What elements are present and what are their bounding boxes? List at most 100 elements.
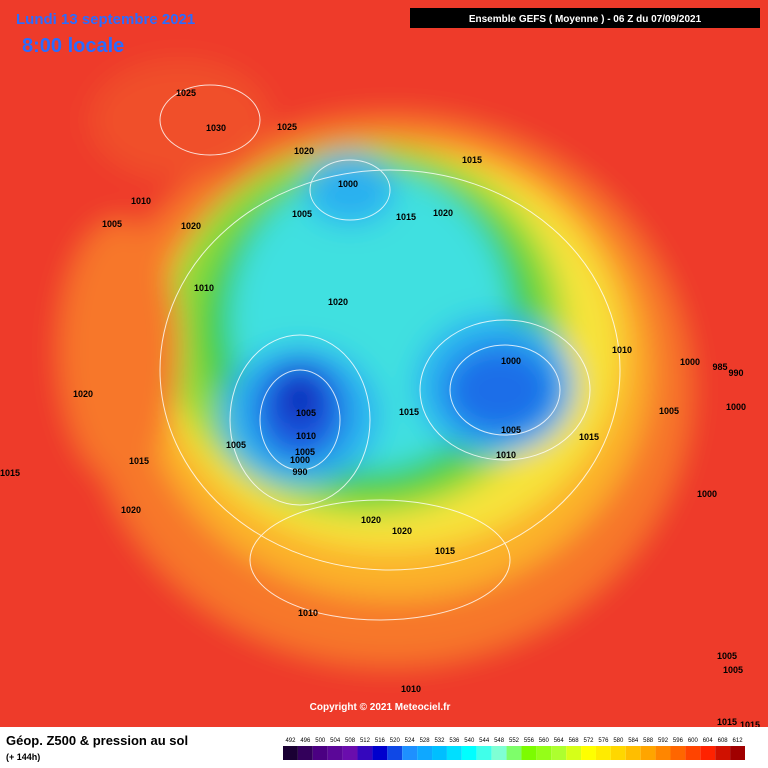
scale-label: 612	[733, 738, 744, 744]
isobar-label: 1030	[206, 123, 226, 133]
scale-swatch	[387, 746, 403, 760]
copyright: Copyright © 2021 Meteociel.fr	[310, 702, 451, 713]
isobar-label: 1010	[496, 450, 516, 460]
scale-swatch	[610, 746, 626, 760]
isobar-label: 1020	[121, 505, 141, 515]
isobar-label: 1020	[73, 389, 93, 399]
scale-label: 596	[673, 738, 684, 744]
scale-swatch	[730, 746, 745, 760]
scale-label: 588	[643, 738, 654, 744]
isobar-label: 1005	[717, 651, 737, 661]
isobar-label: 1005	[296, 408, 316, 418]
isobar-label: 1005	[659, 406, 679, 416]
isobar-label: 990	[292, 467, 307, 477]
isobar-label: 1015	[396, 212, 416, 222]
isobar-label: 1010	[296, 431, 316, 441]
date: Lundi 13 septembre 2021	[16, 11, 195, 28]
isobar-label: 1000	[680, 357, 700, 367]
color-scale: 492 496 500 504 508 512 516 520 524 528 532 536 540 5…	[283, 738, 745, 760]
isobar-label: 1000	[290, 455, 310, 465]
scale-label: 512	[360, 738, 371, 744]
scale-swatch	[640, 746, 656, 760]
scale-swatch	[432, 746, 447, 760]
scale-label: 572	[584, 738, 595, 744]
scale-swatch	[372, 746, 388, 760]
scale-swatch	[402, 746, 418, 760]
isobar-label: 1020	[294, 146, 314, 156]
isobar-label: 1005	[226, 440, 246, 450]
isobar-label: 1000	[697, 489, 717, 499]
scale-label: 556	[524, 738, 535, 744]
isobar-label: 1010	[298, 608, 318, 618]
isobar-label: 1010	[612, 345, 632, 355]
scale-swatch	[417, 746, 433, 760]
isobar-label: 1015	[462, 155, 482, 165]
scale-swatch	[566, 746, 582, 760]
time: 8:00 locale	[22, 35, 124, 57]
scale-label: 564	[554, 738, 565, 744]
scale-label: 536	[449, 738, 460, 744]
scale-swatch	[461, 746, 477, 760]
scale-label: 504	[330, 738, 341, 744]
scale-swatch	[670, 746, 686, 760]
lead-time: (+ 144h)	[6, 752, 40, 762]
isobar-label: 1010	[194, 283, 214, 293]
scale-label: 548	[494, 738, 505, 744]
isobar-labels: 1025 1030 1025 1020 1000 1015 1010 1005 1020 1005…	[0, 88, 760, 730]
isobar-label: 1025	[176, 88, 196, 98]
isobars	[159, 84, 621, 621]
scale-swatch	[342, 746, 358, 760]
scale-label: 552	[509, 738, 520, 744]
scale-label: 604	[703, 738, 714, 744]
scale-label: 600	[688, 738, 699, 744]
isobar-label: 1020	[181, 221, 201, 231]
scale-swatch	[506, 746, 522, 760]
scale-label: 584	[628, 738, 639, 744]
isobar-label: 1000	[501, 356, 521, 366]
scale-label: 544	[479, 738, 490, 744]
isobar-label: 1010	[131, 196, 151, 206]
scale-swatch	[625, 746, 641, 760]
scale-label: 540	[464, 738, 475, 744]
isobar-label: 1015	[740, 720, 760, 730]
scale-swatch	[715, 746, 731, 760]
scale-label: 580	[613, 738, 624, 744]
scale-swatch	[476, 746, 492, 760]
isobar-label: 1015	[717, 717, 737, 727]
scale-label: 500	[315, 738, 326, 744]
isobar-label: 1005	[295, 447, 315, 457]
scale-label: 592	[658, 738, 669, 744]
model-box	[410, 8, 760, 28]
scale-swatch	[655, 746, 671, 760]
isobar-label: 1015	[579, 432, 599, 442]
isobar-label: 1020	[361, 515, 381, 525]
scale-swatch	[312, 746, 328, 760]
scale-label: 568	[569, 738, 580, 744]
scale-label: 576	[598, 738, 609, 744]
isobar-label: 1020	[392, 526, 412, 536]
isobar-label: 1005	[501, 425, 521, 435]
scale-label: 496	[300, 738, 311, 744]
scale-swatch	[536, 746, 552, 760]
scale-swatch	[327, 746, 343, 760]
model: Ensemble GEFS ( Moyenne ) - 06 Z du 07/0…	[469, 14, 702, 25]
scale-label: 516	[375, 738, 386, 744]
isobar-label: 1015	[435, 546, 455, 556]
isobar-label: 1015	[0, 468, 20, 478]
scale-label: 532	[434, 738, 445, 744]
scale-label: 524	[405, 738, 416, 744]
scale-label: 492	[285, 738, 296, 744]
scale-swatch	[700, 746, 716, 760]
scale-swatch	[595, 746, 611, 760]
scale-swatch	[581, 746, 596, 760]
isobar-label: 1015	[399, 407, 419, 417]
isobar-label: 1020	[328, 297, 348, 307]
isobar-label: 1010	[401, 684, 421, 694]
footer-title: Géop. Z500 & pression au sol	[6, 733, 188, 748]
isobar-label: 1005	[292, 209, 312, 219]
scale-swatch	[297, 746, 313, 760]
isobar-label: 990	[728, 368, 743, 378]
scale-swatch	[283, 746, 298, 760]
